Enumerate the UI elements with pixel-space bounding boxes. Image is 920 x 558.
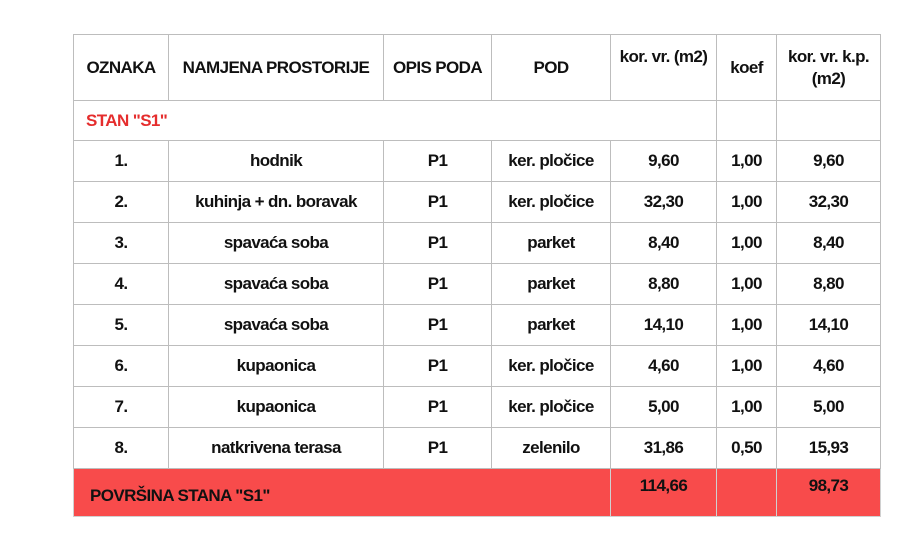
- header-cell: kor. vr. (m2): [610, 34, 717, 101]
- header-cell: OZNAKA: [73, 34, 169, 101]
- cell-korkp: 15,93: [776, 427, 881, 469]
- cell-koef: 0,50: [716, 427, 777, 469]
- cell-kor: 14,10: [610, 304, 717, 346]
- cell-namjena: hodnik: [168, 140, 384, 182]
- cell-opis: P1: [383, 140, 492, 182]
- cell-opis: P1: [383, 304, 492, 346]
- cell-kor: 4,60: [610, 345, 717, 387]
- cell-kor: 8,80: [610, 263, 717, 305]
- cell-korkp: 9,60: [776, 140, 881, 182]
- cell-pod: ker. pločice: [491, 386, 611, 428]
- cell-oznaka: 8.: [73, 427, 169, 469]
- cell-pod: parket: [491, 304, 611, 346]
- cell-namjena: kuhinja + dn. boravak: [168, 181, 384, 223]
- cell-kor: 8,40: [610, 222, 717, 264]
- table-row: 7. kupaonica P1 ker. pločice 5,00 1,00 5,00: [73, 386, 881, 428]
- table-row: 4. spavaća soba P1 parket 8,80 1,00 8,80: [73, 263, 881, 305]
- header-row: OZNAKA NAMJENA PROSTORIJE OPIS PODA POD …: [73, 34, 881, 101]
- cell-namjena: kupaonica: [168, 345, 384, 387]
- cell-namjena: spavaća soba: [168, 263, 384, 305]
- cell-oznaka: 5.: [73, 304, 169, 346]
- cell-korkp: 4,60: [776, 345, 881, 387]
- area-table: OZNAKA NAMJENA PROSTORIJE OPIS PODA POD …: [73, 34, 881, 517]
- cell-opis: P1: [383, 181, 492, 223]
- header-cell: kor. vr. k.p. (m2): [776, 34, 881, 101]
- cell-namjena: natkrivena terasa: [168, 427, 384, 469]
- table-row: 6. kupaonica P1 ker. pločice 4,60 1,00 4,60: [73, 345, 881, 387]
- cell-opis: P1: [383, 345, 492, 387]
- cell-opis: P1: [383, 386, 492, 428]
- cell-korkp: 8,40: [776, 222, 881, 264]
- cell-korkp: 5,00: [776, 386, 881, 428]
- cell-pod: ker. pločice: [491, 181, 611, 223]
- table-row: 1. hodnik P1 ker. pločice 9,60 1,00 9,60: [73, 140, 881, 182]
- table-row: 8. natkrivena terasa P1 zelenilo 31,86 0,50 15…: [73, 427, 881, 469]
- empty-cell: [776, 100, 881, 141]
- total-label: POVRŠINA STANA "S1": [73, 468, 611, 517]
- cell-koef: 1,00: [716, 140, 777, 182]
- cell-korkp: 8,80: [776, 263, 881, 305]
- cell-kor: 9,60: [610, 140, 717, 182]
- cell-kor: 32,30: [610, 181, 717, 223]
- cell-namjena: kupaonica: [168, 386, 384, 428]
- cell-pod: ker. pločice: [491, 345, 611, 387]
- cell-korkp: 32,30: [776, 181, 881, 223]
- total-kor: 114,66: [610, 468, 717, 517]
- section-row: STAN "S1": [73, 100, 881, 141]
- cell-koef: 1,00: [716, 181, 777, 223]
- cell-pod: ker. pločice: [491, 140, 611, 182]
- total-row: POVRŠINA STANA "S1" 114,66 98,73: [73, 468, 881, 517]
- cell-koef: 1,00: [716, 263, 777, 305]
- cell-oznaka: 4.: [73, 263, 169, 305]
- cell-oznaka: 2.: [73, 181, 169, 223]
- cell-opis: P1: [383, 427, 492, 469]
- cell-namjena: spavaća soba: [168, 222, 384, 264]
- cell-opis: P1: [383, 263, 492, 305]
- cell-korkp: 14,10: [776, 304, 881, 346]
- table-row: 2. kuhinja + dn. boravak P1 ker. pločice 32,…: [73, 181, 881, 223]
- section-label: STAN "S1": [73, 100, 717, 141]
- empty-cell: [716, 468, 777, 517]
- cell-namjena: spavaća soba: [168, 304, 384, 346]
- cell-oznaka: 3.: [73, 222, 169, 264]
- cell-koef: 1,00: [716, 222, 777, 264]
- cell-pod: parket: [491, 222, 611, 264]
- header-cell: koef: [716, 34, 777, 101]
- header-cell: POD: [491, 34, 611, 101]
- empty-cell: [716, 100, 777, 141]
- cell-oznaka: 7.: [73, 386, 169, 428]
- cell-koef: 1,00: [716, 386, 777, 428]
- total-korkp: 98,73: [776, 468, 881, 517]
- cell-pod: parket: [491, 263, 611, 305]
- cell-koef: 1,00: [716, 304, 777, 346]
- header-cell: NAMJENA PROSTORIJE: [168, 34, 384, 101]
- cell-pod: zelenilo: [491, 427, 611, 469]
- cell-koef: 1,00: [716, 345, 777, 387]
- cell-kor: 31,86: [610, 427, 717, 469]
- cell-oznaka: 6.: [73, 345, 169, 387]
- table-row: 5. spavaća soba P1 parket 14,10 1,00 14,10: [73, 304, 881, 346]
- cell-oznaka: 1.: [73, 140, 169, 182]
- cell-kor: 5,00: [610, 386, 717, 428]
- header-cell: OPIS PODA: [383, 34, 492, 101]
- table-row: 3. spavaća soba P1 parket 8,40 1,00 8,40: [73, 222, 881, 264]
- cell-opis: P1: [383, 222, 492, 264]
